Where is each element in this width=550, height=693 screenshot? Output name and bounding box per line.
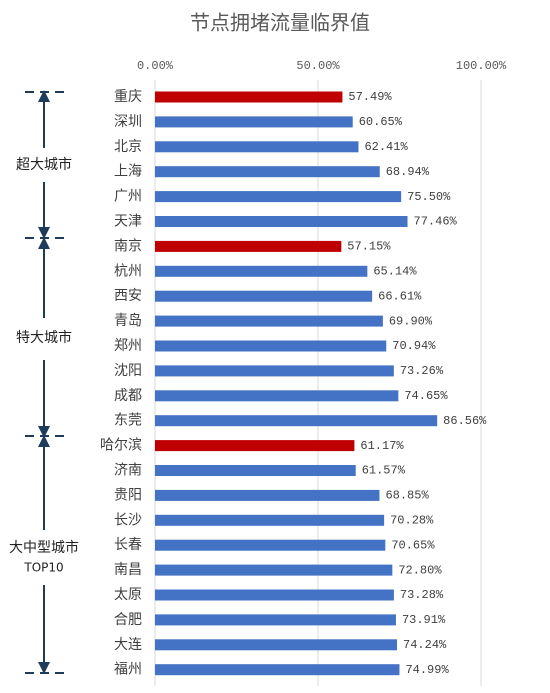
bar xyxy=(155,365,394,377)
group-label: 特大城市 xyxy=(16,329,72,346)
bar xyxy=(155,216,408,227)
value-label: 73.91% xyxy=(402,613,446,627)
bar xyxy=(155,315,383,327)
category-label: 天津 xyxy=(114,214,142,230)
bar xyxy=(155,589,394,601)
value-label: 73.28% xyxy=(400,588,444,602)
category-label: 长沙 xyxy=(114,512,142,528)
bar xyxy=(155,489,380,501)
category-label: 北京 xyxy=(114,139,142,155)
bar xyxy=(155,440,355,452)
category-label: 长春 xyxy=(114,537,142,553)
category-label: 西安 xyxy=(114,288,142,304)
bar xyxy=(155,290,373,302)
category-label: 青岛 xyxy=(114,313,142,329)
value-label: 70.65% xyxy=(391,538,435,552)
category-label: 合肥 xyxy=(114,612,142,628)
value-label: 72.80% xyxy=(398,563,442,577)
category-label: 重庆 xyxy=(114,89,142,105)
bar xyxy=(155,564,393,576)
category-label: 杭州 xyxy=(114,263,142,279)
category-label: 郑州 xyxy=(114,338,142,354)
category-label: 哈尔滨 xyxy=(100,438,142,454)
value-label: 70.94% xyxy=(392,339,436,353)
bar xyxy=(155,465,356,476)
value-label: 61.57% xyxy=(362,464,406,478)
bar xyxy=(155,639,398,651)
category-label: 福州 xyxy=(114,662,142,678)
bar xyxy=(155,664,400,676)
category-label: 广州 xyxy=(114,189,142,205)
group-label: TOP10 xyxy=(23,561,63,575)
value-label: 86.56% xyxy=(443,414,487,428)
value-label: 70.28% xyxy=(390,513,434,527)
bar xyxy=(155,141,359,153)
category-label: 济南 xyxy=(114,463,142,479)
value-label: 61.17% xyxy=(360,439,404,453)
category-label: 深圳 xyxy=(114,114,142,130)
value-label: 68.94% xyxy=(386,165,430,179)
category-label: 大连 xyxy=(114,637,142,653)
value-label: 60.65% xyxy=(359,115,403,129)
category-label: 贵阳 xyxy=(114,487,142,503)
bar xyxy=(155,91,343,103)
value-label: 74.24% xyxy=(403,638,447,652)
bar xyxy=(155,390,399,402)
x-tick-label: 0.00% xyxy=(137,59,174,73)
bar xyxy=(155,191,402,203)
bar xyxy=(155,539,386,551)
value-label: 65.14% xyxy=(373,264,417,278)
bar xyxy=(155,614,396,626)
value-label: 68.85% xyxy=(385,489,429,503)
x-tick-label: 50.00% xyxy=(296,59,340,73)
category-label: 沈阳 xyxy=(114,363,142,379)
category-label: 太原 xyxy=(114,587,142,603)
bar xyxy=(155,166,380,178)
category-label: 东莞 xyxy=(114,413,142,429)
value-label: 57.49% xyxy=(348,90,392,104)
value-label: 66.61% xyxy=(378,289,422,303)
group-label: 大中型城市 xyxy=(9,539,79,556)
category-label: 南京 xyxy=(114,238,142,254)
value-label: 62.41% xyxy=(364,140,408,154)
category-label: 南昌 xyxy=(114,562,142,578)
group-brackets xyxy=(25,90,65,674)
bar xyxy=(155,340,387,352)
category-label: 成都 xyxy=(114,388,142,404)
category-label: 上海 xyxy=(114,164,142,180)
value-label: 69.90% xyxy=(389,314,433,328)
value-label: 74.65% xyxy=(404,389,448,403)
bar xyxy=(155,415,438,427)
value-label: 75.50% xyxy=(407,190,451,204)
value-label: 74.99% xyxy=(405,663,449,677)
group-label: 超大城市 xyxy=(16,156,72,173)
bar xyxy=(155,240,342,252)
x-tick-label: 100.00% xyxy=(456,59,507,73)
value-label: 57.15% xyxy=(347,240,391,254)
value-label: 73.26% xyxy=(400,364,444,378)
bar xyxy=(155,116,353,128)
bar xyxy=(155,514,385,526)
bar xyxy=(155,265,368,277)
value-label: 77.46% xyxy=(414,215,458,229)
chart-title: 节点拥堵流量临界值 xyxy=(190,11,370,35)
